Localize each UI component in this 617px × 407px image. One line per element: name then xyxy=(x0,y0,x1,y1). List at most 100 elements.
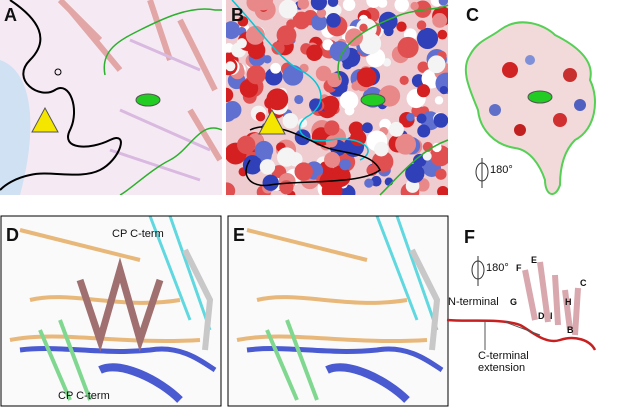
surface-atom xyxy=(326,13,341,28)
surface-atom xyxy=(266,88,289,111)
surface-atom xyxy=(226,61,236,72)
surface-atom xyxy=(378,11,398,31)
strand-label: H xyxy=(565,297,572,307)
surface-atom xyxy=(394,0,410,13)
surface-atom xyxy=(416,20,427,30)
surface-atom xyxy=(255,111,266,122)
surface-atom xyxy=(245,25,265,45)
strand-label: C xyxy=(580,278,587,288)
surface-atom xyxy=(345,28,364,47)
strand-label: I xyxy=(550,311,553,321)
surface-atom xyxy=(242,155,263,175)
surface-atom xyxy=(270,62,281,74)
surface-atom xyxy=(342,0,356,11)
panel-label: B xyxy=(231,5,244,25)
surface-atom xyxy=(259,159,276,175)
surface-atom xyxy=(321,95,340,114)
surface-atom xyxy=(310,0,327,11)
surface-atom xyxy=(410,1,419,11)
surface-atom xyxy=(325,135,338,148)
surface-atom xyxy=(364,178,374,188)
panel-label: D xyxy=(6,225,19,245)
annotation: CP C-term xyxy=(58,390,110,402)
surface-atom xyxy=(366,0,382,8)
surface-atom xyxy=(324,120,340,136)
surface-atom xyxy=(395,133,417,155)
surface-atom xyxy=(384,177,394,186)
surface-atom xyxy=(432,142,442,153)
surface-atom xyxy=(339,91,359,110)
surface-atom xyxy=(226,103,237,123)
surface-atom xyxy=(433,113,448,128)
surface-atom xyxy=(237,16,249,27)
panel-label: A xyxy=(4,5,17,25)
strand-label: B xyxy=(567,325,574,335)
surface-atom xyxy=(309,98,323,112)
surface-atom xyxy=(350,129,367,147)
surface-atom xyxy=(406,112,415,122)
surface-atom xyxy=(397,36,419,59)
surface-atom xyxy=(356,67,377,88)
surface-atom xyxy=(237,135,256,155)
surface-atom xyxy=(315,65,332,82)
surface-atom xyxy=(278,0,298,19)
surface-atom xyxy=(417,61,429,73)
panel-label: E xyxy=(233,225,246,245)
annotation: C-terminal extension xyxy=(478,350,529,374)
surface-atom xyxy=(324,151,341,168)
surface-atom xyxy=(271,41,285,55)
panel-a-art xyxy=(0,0,222,195)
panel-e-art xyxy=(228,216,448,406)
surface-atom xyxy=(359,32,382,55)
surface-atom xyxy=(226,21,241,40)
surface-atom xyxy=(371,150,394,173)
surface-atom xyxy=(226,182,236,195)
surface-atom xyxy=(370,175,382,187)
surface-atom xyxy=(396,21,407,32)
panel-d-frame xyxy=(0,215,222,407)
surface-atom xyxy=(416,84,431,98)
surface-atom xyxy=(226,87,234,103)
panel-e-frame xyxy=(227,215,449,407)
surface-atom xyxy=(417,124,431,138)
surface-atom xyxy=(439,85,448,95)
surface-atom xyxy=(399,75,409,85)
surface-atom xyxy=(306,44,323,61)
surface-atom xyxy=(236,38,247,49)
surface-atom xyxy=(310,14,328,31)
surface-atom xyxy=(327,0,339,8)
surface-atom xyxy=(432,13,448,28)
surface-atom xyxy=(282,112,299,129)
surface-atom xyxy=(276,147,297,167)
surface-atom xyxy=(292,11,311,30)
panel-b-overlay xyxy=(231,0,449,196)
surface-atom xyxy=(282,64,304,86)
surface-atom xyxy=(416,27,439,50)
surface-atom xyxy=(437,185,448,195)
surface-atom xyxy=(434,96,444,105)
surface-atom xyxy=(422,151,432,161)
surface-atom xyxy=(388,121,404,137)
surface-atom xyxy=(276,25,297,46)
surface-atom xyxy=(359,23,368,32)
surface-atom xyxy=(247,41,266,60)
surface-atom xyxy=(316,8,327,18)
surface-atom xyxy=(373,141,389,157)
surface-atom xyxy=(339,158,351,171)
surface-atom xyxy=(254,140,274,160)
surface-atom xyxy=(329,41,350,62)
annotation: N-terminal xyxy=(448,296,499,308)
surface-atom xyxy=(262,174,279,191)
surface-atom xyxy=(294,94,304,105)
rotation-label: 180° xyxy=(486,262,509,274)
surface-atom xyxy=(297,0,310,10)
panel-c-art xyxy=(464,21,596,195)
surface-atom xyxy=(438,0,448,6)
surface-atom xyxy=(246,0,265,12)
panel-label: C xyxy=(466,5,479,25)
panel-f-art xyxy=(446,256,597,351)
surface-atom xyxy=(294,162,313,181)
panel-b-art xyxy=(226,0,448,195)
